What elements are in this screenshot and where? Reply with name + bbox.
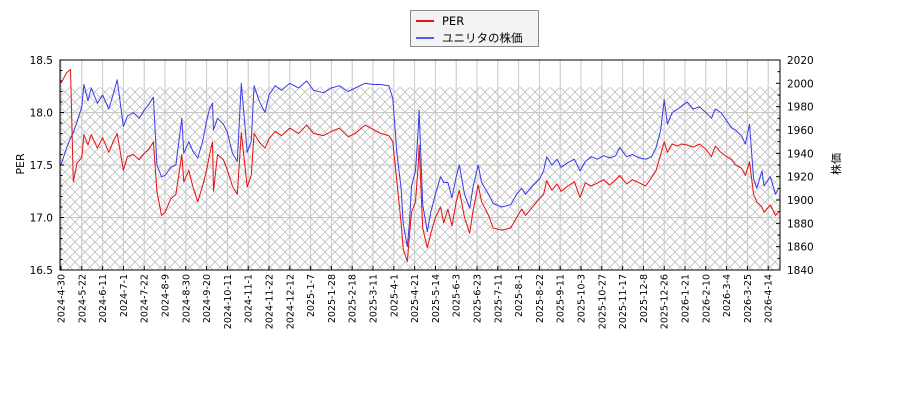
- legend-label-per: PER: [442, 14, 465, 28]
- y-left-tick-label: 17.0: [30, 213, 53, 225]
- y-right-tick-label: 1960: [787, 125, 814, 137]
- per-line: [60, 68, 779, 263]
- y-axis-right-title: 株価: [829, 153, 843, 175]
- y-right-tick-label: 1920: [787, 172, 814, 184]
- y-right-tick-label: 2000: [787, 78, 814, 90]
- y-right-tick-label: 1860: [787, 242, 814, 254]
- x-tick-label: 2025-10-27: [597, 274, 608, 329]
- legend-swatch-per: [416, 20, 434, 22]
- x-tick-label: 2024-11-22: [265, 274, 276, 329]
- legend-swatch-price: [416, 37, 434, 39]
- x-tick-label: 2025-6-23: [473, 274, 484, 323]
- x-tick-label: 2026-3-25: [743, 274, 754, 323]
- y-right-tick-label: 1900: [787, 195, 814, 207]
- x-tick-label: 2025-2-18: [348, 274, 359, 323]
- x-tick-label: 2024-5-22: [77, 274, 88, 323]
- x-tick-label: 2025-7-11: [493, 274, 504, 323]
- legend: PER ユニリタの株価: [410, 10, 539, 47]
- legend-item-price: ユニリタの株価: [415, 30, 523, 46]
- x-tick-label: 2025-3-11: [369, 274, 380, 323]
- x-tick-label: 2025-1-28: [327, 274, 338, 323]
- x-tick-label: 2025-1-7: [306, 274, 317, 317]
- x-tick-label: 2026-4-14: [764, 274, 775, 323]
- plot-area: [59, 59, 781, 271]
- y-axis-left: 16.5 17.0 17.5 18.0 18.5: [30, 55, 64, 277]
- x-tick-label: 2025-4-21: [410, 274, 421, 323]
- x-tick-label: 2025-12-8: [639, 274, 650, 323]
- x-tick-label: 2024-7-1: [119, 274, 130, 317]
- x-tick-label: 2024-6-11: [98, 274, 109, 323]
- x-tick-label: 2024-7-22: [140, 274, 151, 323]
- x-tick-label: 2024-9-20: [202, 274, 213, 323]
- y-axis-right: 1840 1860 1880 1900 1920 1940 1960 1980 2000 2020: [776, 55, 814, 277]
- y-left-tick-label: 16.5: [30, 265, 53, 277]
- x-tick-label: 2025-4-1: [389, 274, 400, 317]
- hatch-band: [60, 87, 780, 270]
- y-axis-left-title: PER: [14, 153, 27, 175]
- x-tick-label: 2026-1-21: [681, 274, 692, 323]
- x-tick-label: 2025-8-22: [535, 274, 546, 323]
- x-tick-label: 2024-12-12: [285, 274, 296, 329]
- x-axis: 2024-4-30 2024-5-22 2024-6-11 2024-7-1 2024-…: [57, 266, 775, 329]
- x-tick-label: 2025-9-11: [556, 274, 567, 323]
- x-tick-label: 2025-8-1: [514, 274, 525, 317]
- x-tick-label: 2024-10-11: [223, 274, 234, 329]
- x-tick-label: 2025-6-3: [452, 274, 463, 317]
- legend-item-per: PER: [415, 13, 464, 29]
- x-tick-label: 2024-11-1: [244, 274, 255, 323]
- y-right-tick-label: 1840: [787, 265, 814, 277]
- x-tick-label: 2026-3-4: [722, 274, 733, 317]
- y-right-tick-label: 1880: [787, 218, 814, 230]
- price-line: [60, 79, 780, 248]
- y-right-tick-label: 1940: [787, 148, 814, 160]
- y-left-tick-label: 18.5: [30, 55, 53, 67]
- y-left-tick-label: 18.0: [30, 108, 53, 120]
- x-tick-label: 2026-2-10: [701, 274, 712, 323]
- x-tick-label: 2025-11-17: [618, 274, 629, 329]
- x-tick-label: 2025-10-3: [577, 274, 588, 323]
- y-left-tick-label: 17.5: [30, 160, 53, 172]
- legend-label-price: ユニリタの株価: [442, 31, 523, 45]
- y-right-tick-label: 1980: [787, 102, 814, 114]
- x-tick-label: 2024-4-30: [57, 274, 68, 323]
- x-tick-label: 2025-5-14: [431, 274, 442, 323]
- x-tick-label: 2024-8-30: [181, 274, 192, 323]
- y-right-tick-label: 2020: [787, 55, 814, 67]
- x-tick-label: 2025-12-26: [660, 274, 671, 329]
- x-tick-label: 2024-8-9: [161, 274, 172, 317]
